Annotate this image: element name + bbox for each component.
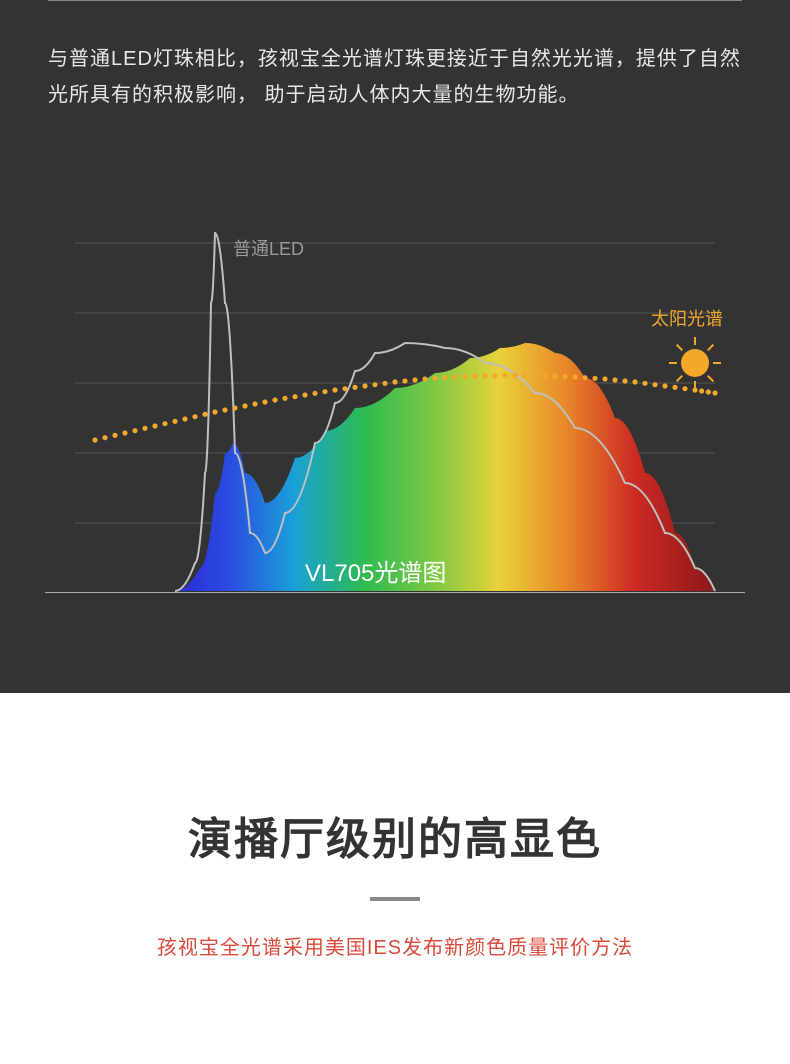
sun-dot xyxy=(662,383,667,388)
sun-dot xyxy=(382,381,387,386)
sun-dot xyxy=(462,374,467,379)
sun-dot xyxy=(372,382,377,387)
sun-dot xyxy=(512,372,517,377)
sun-ray xyxy=(677,376,683,382)
sun-dot xyxy=(182,416,187,421)
headline-rule xyxy=(370,897,420,901)
sun-dot xyxy=(582,375,587,380)
sun-dot xyxy=(132,428,137,433)
light-section: 演播厅级别的高显色 孩视宝全光谱采用美国IES发布新颜色质量评价方法 xyxy=(0,693,790,960)
sun-dot xyxy=(322,389,327,394)
sun-dot xyxy=(706,389,711,394)
sun-dot xyxy=(112,433,117,438)
sun-dot xyxy=(652,382,657,387)
sun-dot xyxy=(412,377,417,382)
description-text: 与普通LED灯珠相比，孩视宝全光谱灯珠更接近于自然光光谱，提供了自然光所具有的积… xyxy=(48,1,742,173)
sun-dot xyxy=(122,430,127,435)
sun-dot xyxy=(632,379,637,384)
sun-dot xyxy=(222,407,227,412)
sun-dot xyxy=(532,373,537,378)
sun-dot xyxy=(162,421,167,426)
chart-title: VL705光谱图 xyxy=(305,560,446,587)
sun-dot xyxy=(172,419,177,424)
sun-dot xyxy=(502,373,507,378)
sun-dot xyxy=(102,435,107,440)
sun-dot xyxy=(342,386,347,391)
sun-ray xyxy=(677,345,683,351)
sun-dot xyxy=(522,373,527,378)
sun-dot xyxy=(592,376,597,381)
sun-dot xyxy=(392,379,397,384)
sun-dot xyxy=(699,388,704,393)
sun-dot xyxy=(142,426,147,431)
sun-dot xyxy=(472,374,477,379)
sun-dot xyxy=(402,378,407,383)
sun-dot xyxy=(712,390,717,395)
led-label: 普通LED xyxy=(233,239,304,259)
sun-dot xyxy=(442,375,447,380)
sun-dot xyxy=(332,387,337,392)
subline: 孩视宝全光谱采用美国IES发布新颜色质量评价方法 xyxy=(40,931,750,960)
sun-dot xyxy=(202,412,207,417)
sun-dot xyxy=(482,373,487,378)
sun-dot xyxy=(682,386,687,391)
sun-ray xyxy=(708,345,714,351)
sun-dot xyxy=(362,383,367,388)
sun-dot xyxy=(92,437,97,442)
sun-dot xyxy=(562,374,567,379)
headline: 演播厅级别的高显色 xyxy=(40,803,750,867)
sun-dot xyxy=(252,401,257,406)
sun-dot xyxy=(302,392,307,397)
sun-dot xyxy=(672,385,677,390)
sun-dot xyxy=(612,377,617,382)
sun-dot xyxy=(542,373,547,378)
sun-dot xyxy=(242,403,247,408)
sun-dot xyxy=(432,376,437,381)
sun-dot xyxy=(232,405,237,410)
sun-dot xyxy=(422,376,427,381)
spectrum-chart-svg: 普通LED 太阳光谱 VL705光谱图 xyxy=(55,173,735,593)
sun-dot xyxy=(622,378,627,383)
sun-ray xyxy=(708,376,714,382)
sun-dot xyxy=(492,373,497,378)
sun-dot xyxy=(272,397,277,402)
sun-dot xyxy=(312,391,317,396)
sun-dot xyxy=(192,414,197,419)
sun-icon xyxy=(681,349,709,377)
sun-dot xyxy=(212,409,217,414)
sun-dot xyxy=(572,374,577,379)
sun-label: 太阳光谱 xyxy=(651,309,723,329)
sun-dot xyxy=(452,374,457,379)
sun-dot xyxy=(152,423,157,428)
dark-section: 与普通LED灯珠相比，孩视宝全光谱灯珠更接近于自然光光谱，提供了自然光所具有的积… xyxy=(0,0,790,693)
sun-dot xyxy=(262,399,267,404)
sun-dot xyxy=(352,385,357,390)
sun-dot xyxy=(642,381,647,386)
sun-dot xyxy=(282,396,287,401)
sun-dot xyxy=(552,374,557,379)
spectrum-chart: 普通LED 太阳光谱 VL705光谱图 xyxy=(55,173,735,593)
sun-dot xyxy=(292,394,297,399)
chart-baseline-rule xyxy=(45,592,745,593)
sun-dot xyxy=(602,376,607,381)
